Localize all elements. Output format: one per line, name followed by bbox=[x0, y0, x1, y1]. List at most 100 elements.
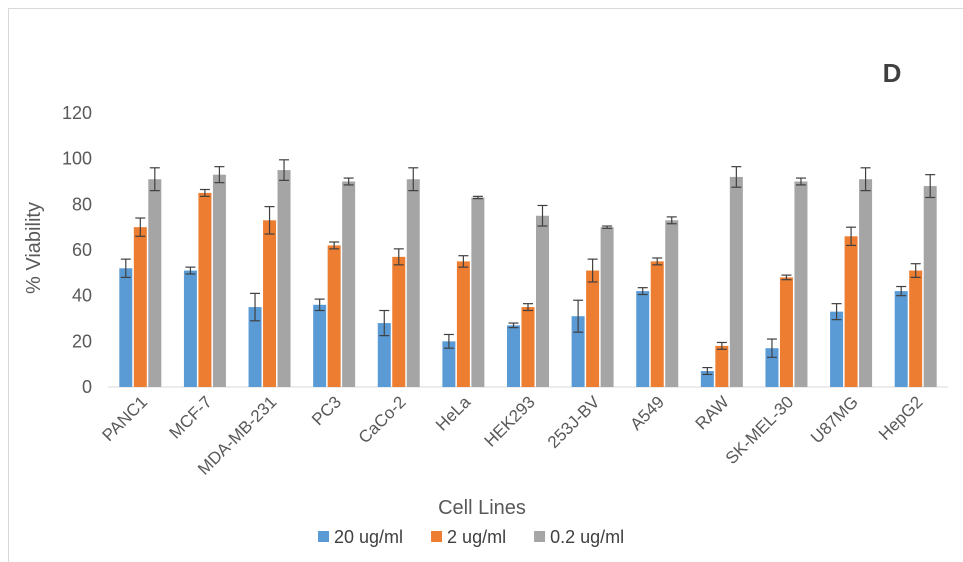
error-bar bbox=[343, 177, 354, 186]
error-bar bbox=[910, 263, 921, 278]
error-bar bbox=[766, 338, 777, 358]
bar bbox=[894, 291, 908, 387]
error-bar bbox=[250, 292, 261, 322]
bar bbox=[406, 179, 420, 387]
error-bar bbox=[846, 226, 857, 247]
error-bar bbox=[185, 266, 196, 275]
bar bbox=[198, 192, 212, 387]
y-tick-label: 40 bbox=[72, 286, 92, 306]
error-bar bbox=[896, 285, 907, 297]
bar bbox=[571, 316, 585, 387]
legend-swatch bbox=[534, 531, 546, 542]
y-axis-title: % Viability bbox=[23, 202, 45, 294]
x-tick-label: MCF-7 bbox=[166, 392, 216, 442]
error-bar bbox=[508, 322, 519, 329]
y-tick-label: 60 bbox=[72, 240, 92, 260]
error-bar bbox=[199, 188, 210, 197]
error-bar bbox=[329, 241, 340, 250]
error-bars bbox=[120, 159, 936, 376]
bar bbox=[794, 181, 808, 387]
x-tick-label: 253J-BV bbox=[544, 392, 604, 452]
bar bbox=[844, 236, 858, 387]
error-bar bbox=[314, 298, 325, 312]
panel-label: D bbox=[883, 58, 902, 88]
error-bar bbox=[831, 303, 842, 321]
error-bar bbox=[731, 166, 742, 188]
error-bar bbox=[702, 366, 713, 376]
legend-swatch bbox=[431, 531, 443, 542]
x-axis-title: Cell Lines bbox=[438, 497, 526, 519]
error-bar bbox=[279, 159, 290, 181]
error-bar bbox=[573, 299, 584, 333]
bar bbox=[442, 341, 456, 387]
error-bar bbox=[795, 177, 806, 186]
bar bbox=[909, 270, 923, 387]
error-bar bbox=[214, 166, 225, 184]
bar bbox=[830, 311, 844, 387]
bar bbox=[715, 345, 729, 387]
bar bbox=[600, 227, 614, 387]
bar bbox=[471, 197, 485, 387]
error-bar bbox=[523, 303, 533, 312]
x-tick-label: PANC1 bbox=[99, 392, 152, 445]
error-bar bbox=[781, 274, 792, 281]
x-tick-label: CaCo-2 bbox=[355, 392, 410, 447]
bar bbox=[377, 323, 391, 387]
x-tick-label: HepG2 bbox=[875, 392, 927, 444]
bar bbox=[859, 179, 873, 387]
bar bbox=[665, 220, 679, 387]
error-bar bbox=[652, 257, 663, 266]
y-axis-ticks: 0 20 40 60 80 100 120 bbox=[62, 103, 92, 397]
legend-swatch bbox=[318, 531, 329, 542]
legend-label: 2 ug/ml bbox=[447, 527, 506, 547]
legend: 20 ug/ml 2 ug/ml 0.2 ug/ml bbox=[318, 527, 624, 547]
bar bbox=[636, 291, 650, 387]
bar bbox=[248, 307, 262, 387]
x-tick-label: A549 bbox=[627, 392, 669, 434]
error-bar bbox=[393, 248, 404, 266]
error-bar bbox=[925, 174, 936, 199]
legend-item: 20 ug/ml bbox=[318, 527, 403, 547]
legend-item: 0.2 ug/ml bbox=[534, 527, 624, 547]
y-tick-label: 20 bbox=[72, 331, 92, 351]
error-bar bbox=[666, 216, 677, 225]
bar bbox=[327, 245, 341, 387]
bar bbox=[729, 176, 743, 387]
bar bbox=[277, 170, 291, 387]
bar bbox=[456, 261, 470, 387]
legend-item: 2 ug/ml bbox=[431, 527, 506, 547]
bar bbox=[779, 277, 793, 387]
bar bbox=[536, 215, 549, 387]
bar bbox=[119, 268, 133, 387]
error-bar bbox=[472, 195, 483, 200]
error-bar bbox=[458, 255, 469, 268]
x-tick-label: HeLa bbox=[432, 392, 475, 435]
error-bar bbox=[120, 258, 131, 278]
error-bar bbox=[408, 167, 419, 192]
x-tick-label: SK-MEL-30 bbox=[722, 392, 798, 468]
y-tick-label: 120 bbox=[62, 103, 92, 123]
error-bar bbox=[602, 225, 613, 229]
legend-label: 20 ug/ml bbox=[334, 527, 403, 547]
error-bar bbox=[149, 167, 160, 192]
error-bar bbox=[860, 167, 871, 192]
x-tick-label: HEK293 bbox=[481, 392, 539, 450]
x-tick-label: U87MG bbox=[807, 392, 862, 447]
error-bar bbox=[264, 206, 275, 235]
chart-frame bbox=[8, 8, 963, 562]
error-bar bbox=[135, 217, 146, 237]
bar bbox=[923, 186, 937, 387]
bar bbox=[392, 256, 406, 387]
error-bar bbox=[587, 258, 598, 283]
y-tick-label: 80 bbox=[72, 194, 92, 214]
bar bbox=[507, 325, 520, 387]
bar bbox=[313, 304, 327, 387]
bar bbox=[133, 227, 147, 387]
error-bar bbox=[716, 341, 727, 350]
x-tick-label: RAW bbox=[692, 392, 733, 433]
bar bbox=[263, 220, 277, 387]
y-tick-label: 0 bbox=[82, 377, 92, 397]
y-tick-label: 100 bbox=[62, 149, 92, 169]
bars bbox=[119, 170, 937, 387]
error-bar bbox=[443, 333, 454, 349]
